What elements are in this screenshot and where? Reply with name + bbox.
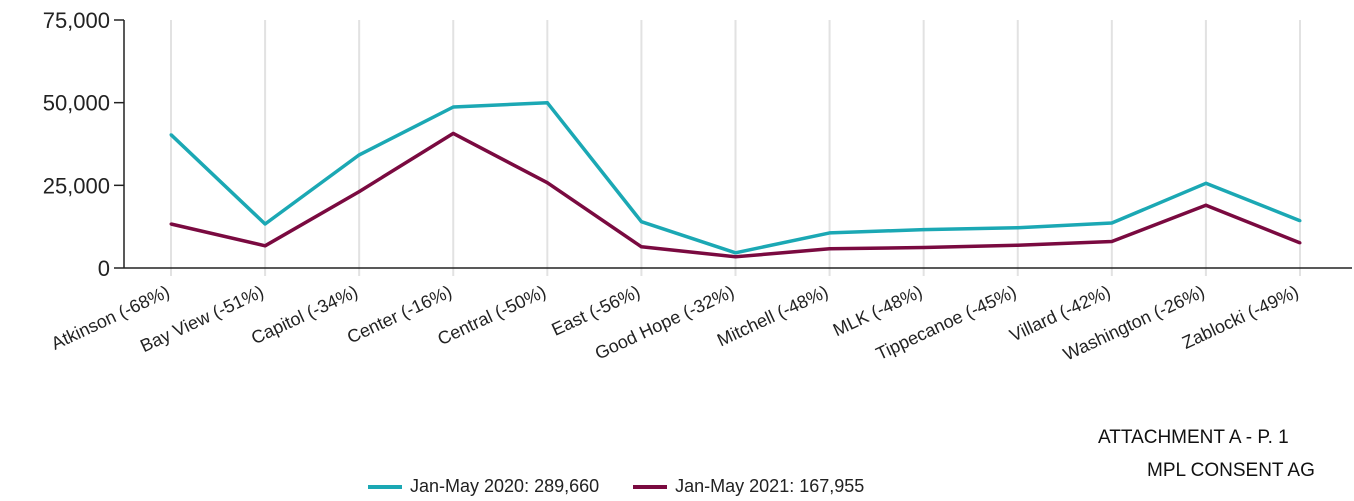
series-1-point-8 <box>922 245 926 249</box>
y-tick-labels: 0 25,000 50,000 75,000 <box>43 8 110 281</box>
series-1-point-11 <box>1204 203 1208 207</box>
series-1-point-0 <box>169 222 173 226</box>
consent-label: MPL CONSENT AG <box>1147 460 1315 481</box>
series-1-point-1 <box>263 244 267 248</box>
series-0-point-8 <box>922 228 926 232</box>
legend-item-2021: Jan-May 2021: 167,955 <box>633 476 864 497</box>
series-1-point-7 <box>828 247 832 251</box>
series-0-point-9 <box>1016 226 1020 230</box>
series-0-point-12 <box>1298 219 1302 223</box>
series-1-point-12 <box>1298 241 1302 245</box>
legend: Jan-May 2020: 289,660 Jan-May 2021: 167,… <box>368 476 864 497</box>
series-1-point-10 <box>1110 240 1114 244</box>
series-1-point-3 <box>451 131 455 135</box>
x-tick-label-4: Central (-50%) <box>434 281 549 349</box>
y-tick-label-0: 0 <box>98 256 110 281</box>
series-lines <box>169 100 1302 259</box>
gridlines <box>170 20 1301 276</box>
y-tick-label-2: 50,000 <box>43 91 110 116</box>
x-tick-label-2: Capitol (-34%) <box>248 281 361 348</box>
axes <box>114 19 1352 269</box>
series-0-point-2 <box>357 153 361 157</box>
legend-label-2021: Jan-May 2021: 167,955 <box>675 476 865 496</box>
legend-label-2020: Jan-May 2020: 289,660 <box>410 476 600 496</box>
x-tick-labels: Atkinson (-68%)Bay View (-51%)Capitol (-… <box>48 281 1302 364</box>
series-0-point-5 <box>639 220 643 224</box>
series-0-point-7 <box>828 231 832 235</box>
series-1-point-5 <box>639 245 643 249</box>
series-0-point-1 <box>263 222 267 226</box>
series-0-point-10 <box>1110 221 1114 225</box>
series-0-point-4 <box>545 101 549 105</box>
series-1-point-9 <box>1016 243 1020 247</box>
legend-swatch-2020 <box>368 484 402 489</box>
series-0-point-3 <box>451 105 455 109</box>
y-tick-label-1: 25,000 <box>43 173 110 198</box>
series-1-point-2 <box>357 190 361 194</box>
legend-item-2020: Jan-May 2020: 289,660 <box>368 476 599 497</box>
series-0-point-6 <box>734 251 737 255</box>
series-0-point-11 <box>1204 181 1208 185</box>
legend-swatch-2021 <box>633 484 668 489</box>
series-1-point-4 <box>545 181 549 185</box>
series-0-point-0 <box>169 133 173 137</box>
series-1-point-6 <box>734 255 737 259</box>
y-tick-label-3: 75,000 <box>43 8 110 33</box>
line-chart: 0 25,000 50,000 75,000 Atkinson (-68%)Bay V… <box>43 8 1352 364</box>
attachment-label: ATTACHMENT A - P. 1 <box>1098 427 1289 448</box>
